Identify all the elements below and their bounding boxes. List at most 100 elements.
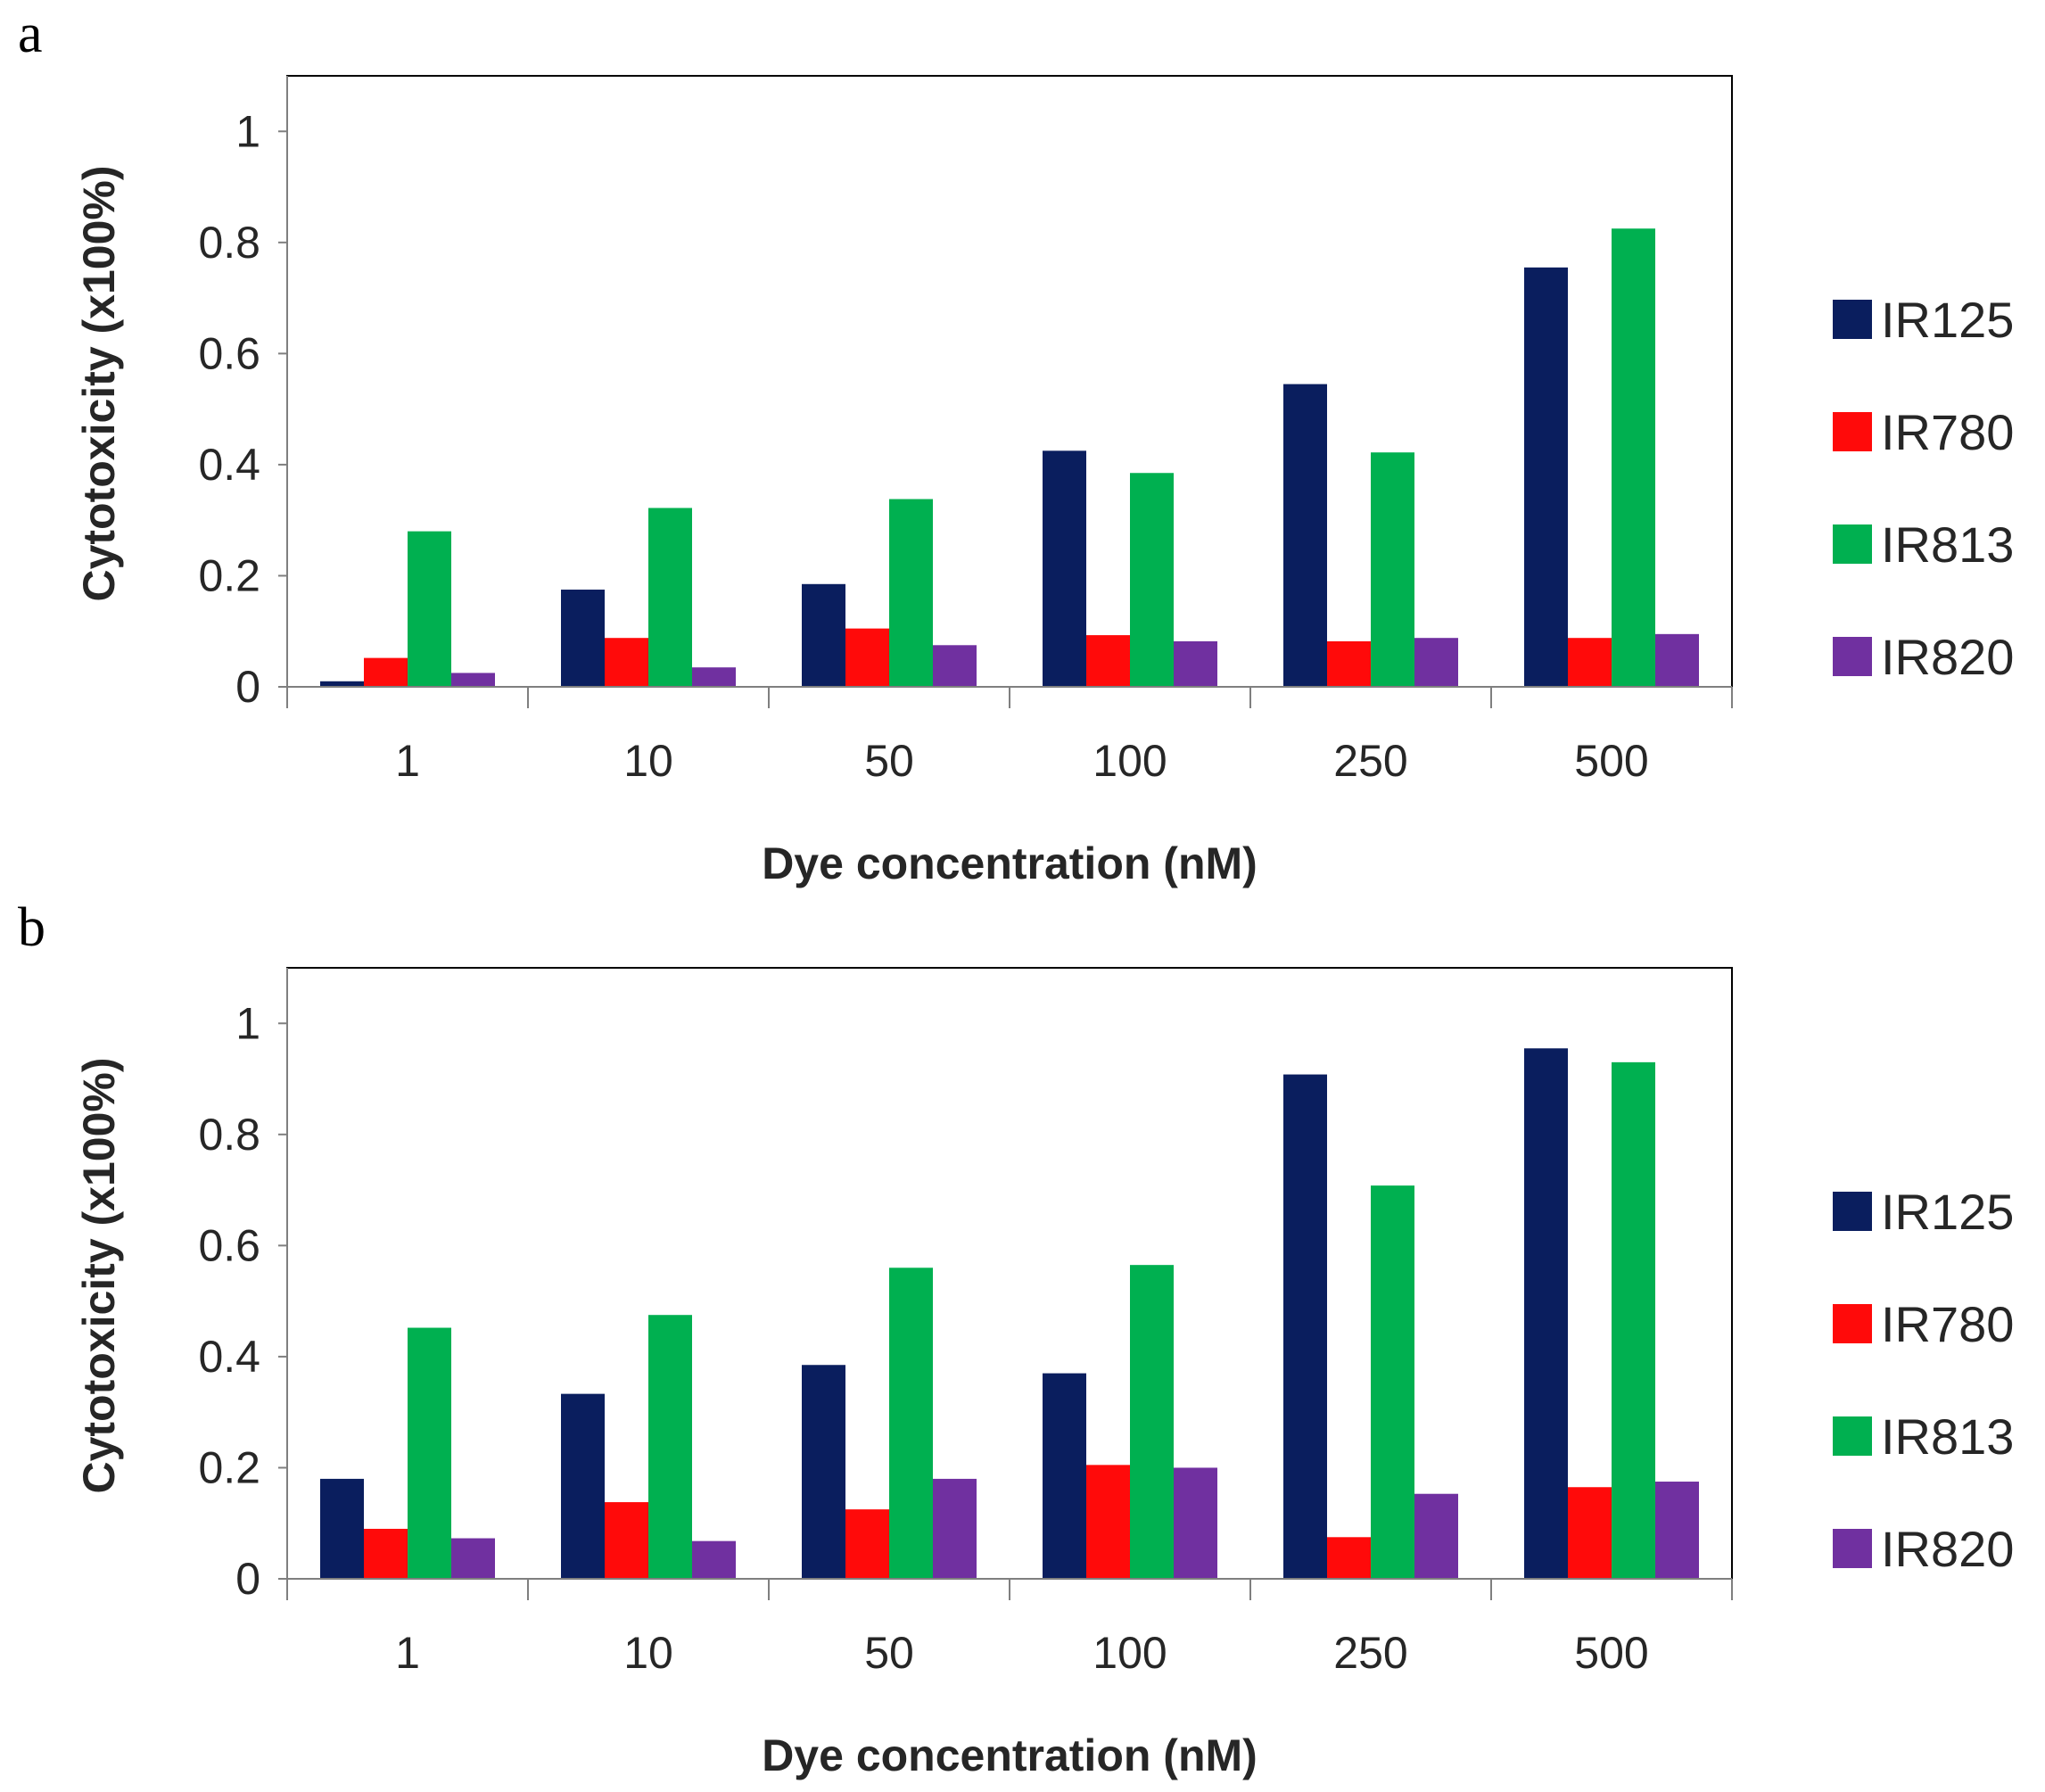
x-tick-labels: 1 10 50 100 250 500: [395, 736, 1649, 786]
bar-ir820: [451, 1538, 495, 1579]
x-axis-label: Dye concentration (nM): [762, 838, 1258, 888]
axis-ticks: [278, 130, 1733, 708]
bar-ir813: [648, 1315, 692, 1579]
bar-ir813: [889, 1268, 933, 1579]
y-tick-labels: 0 0.2 0.4 0.6 0.8 1: [198, 998, 260, 1604]
legend: IR125 IR780 IR813 IR820: [1833, 292, 2014, 685]
legend-label-ir820: IR820: [1881, 1521, 2014, 1577]
panel-b: b 0 0.2 0.4 0.6 0.8 1 1 10 50 100 250 500 Cytotoxi…: [18, 897, 2014, 1780]
x-tick-label: 10: [623, 1628, 673, 1678]
bar-ir780: [364, 1528, 408, 1579]
y-axis-label: Cytotoxicity (x100%): [74, 165, 124, 601]
legend-swatch-ir813: [1833, 1416, 1872, 1456]
y-tick-label: 0.4: [198, 1332, 260, 1382]
bar-ir813: [1371, 452, 1414, 687]
y-axis-label: Cytotoxicity (x100%): [74, 1057, 124, 1493]
x-tick-label: 10: [623, 736, 673, 786]
panel-label: b: [18, 897, 45, 958]
x-tick-label: 100: [1093, 736, 1167, 786]
bar-ir125: [1524, 1048, 1568, 1579]
bar-ir780: [1568, 638, 1612, 687]
bar-ir813: [408, 1327, 451, 1579]
bar-ir125: [1283, 384, 1327, 687]
y-tick-label: 1: [235, 106, 260, 156]
bar-ir780: [1327, 1537, 1371, 1579]
x-tick-label: 50: [864, 736, 914, 786]
legend-label-ir125: IR125: [1881, 1184, 2014, 1240]
bar-ir125: [802, 583, 845, 687]
legend-swatch-ir820: [1833, 1529, 1872, 1568]
bar-ir125: [320, 1478, 364, 1579]
x-tick-label: 1: [395, 736, 420, 786]
bar-ir780: [605, 638, 648, 687]
bar-ir813: [1130, 473, 1174, 687]
panel-label: a: [18, 4, 43, 64]
bar-ir780: [364, 657, 408, 687]
axis-ticks: [278, 1022, 1733, 1600]
legend-swatch-ir813: [1833, 524, 1872, 564]
y-tick-label: 0.8: [198, 218, 260, 268]
y-tick-labels: 0 0.2 0.4 0.6 0.8 1: [198, 106, 260, 712]
legend-label-ir780: IR780: [1881, 1296, 2014, 1352]
bar-ir820: [1414, 638, 1458, 687]
bar-ir780: [1568, 1487, 1612, 1579]
panel-a: a 0 0.2 0.4 0.6 0.8 1 1 10 50 100 250 500 Cytotoxi…: [18, 4, 2014, 888]
legend-swatch-ir820: [1833, 637, 1872, 676]
x-tick-label: 100: [1093, 1628, 1167, 1678]
bar-ir813: [889, 499, 933, 687]
y-tick-label: 0.8: [198, 1110, 260, 1160]
y-tick-label: 0: [235, 662, 260, 712]
legend-swatch-ir780: [1833, 1304, 1872, 1343]
bar-ir780: [1327, 640, 1371, 687]
bar-ir820: [1174, 640, 1217, 687]
legend-swatch-ir125: [1833, 1192, 1872, 1231]
y-tick-label: 0: [235, 1554, 260, 1604]
bar-ir813: [1612, 228, 1655, 687]
bar-ir820: [933, 645, 977, 687]
y-tick-label: 0.2: [198, 1442, 260, 1492]
bar-ir125: [561, 1393, 605, 1579]
bar-ir813: [408, 531, 451, 687]
x-tick-labels: 1 10 50 100 250 500: [395, 1628, 1649, 1678]
bar-ir780: [1086, 1465, 1130, 1579]
bars: [320, 228, 1699, 687]
x-axis-label: Dye concentration (nM): [762, 1730, 1258, 1780]
bar-ir820: [1174, 1467, 1217, 1579]
bar-ir125: [1524, 267, 1568, 687]
bar-ir780: [845, 628, 889, 687]
legend-swatch-ir125: [1833, 300, 1872, 339]
legend-label-ir820: IR820: [1881, 629, 2014, 685]
legend-label-ir813: IR813: [1881, 1408, 2014, 1465]
bar-ir820: [1414, 1493, 1458, 1579]
bar-ir820: [692, 667, 736, 687]
legend-label-ir125: IR125: [1881, 292, 2014, 348]
y-tick-label: 0.4: [198, 440, 260, 490]
bar-ir820: [1655, 1482, 1699, 1579]
legend-label-ir780: IR780: [1881, 404, 2014, 460]
x-tick-label: 250: [1333, 736, 1407, 786]
y-tick-label: 1: [235, 998, 260, 1048]
bar-ir820: [692, 1540, 736, 1579]
x-tick-label: 250: [1333, 1628, 1407, 1678]
bar-ir820: [451, 673, 495, 687]
x-tick-label: 50: [864, 1628, 914, 1678]
bar-ir813: [648, 508, 692, 687]
bar-ir125: [1043, 450, 1086, 687]
x-tick-label: 500: [1574, 1628, 1648, 1678]
x-tick-label: 500: [1574, 736, 1648, 786]
y-tick-label: 0.6: [198, 328, 260, 378]
bar-ir813: [1371, 1185, 1414, 1579]
bar-ir780: [1086, 635, 1130, 687]
bar-ir125: [320, 681, 364, 687]
bars: [320, 1048, 1699, 1579]
y-tick-label: 0.2: [198, 550, 260, 600]
bar-ir125: [1283, 1074, 1327, 1579]
bar-ir813: [1612, 1061, 1655, 1579]
bar-ir125: [802, 1365, 845, 1579]
legend: IR125 IR780 IR813 IR820: [1833, 1184, 2014, 1577]
y-tick-label: 0.6: [198, 1220, 260, 1270]
bar-ir780: [605, 1502, 648, 1579]
bar-ir820: [933, 1478, 977, 1579]
